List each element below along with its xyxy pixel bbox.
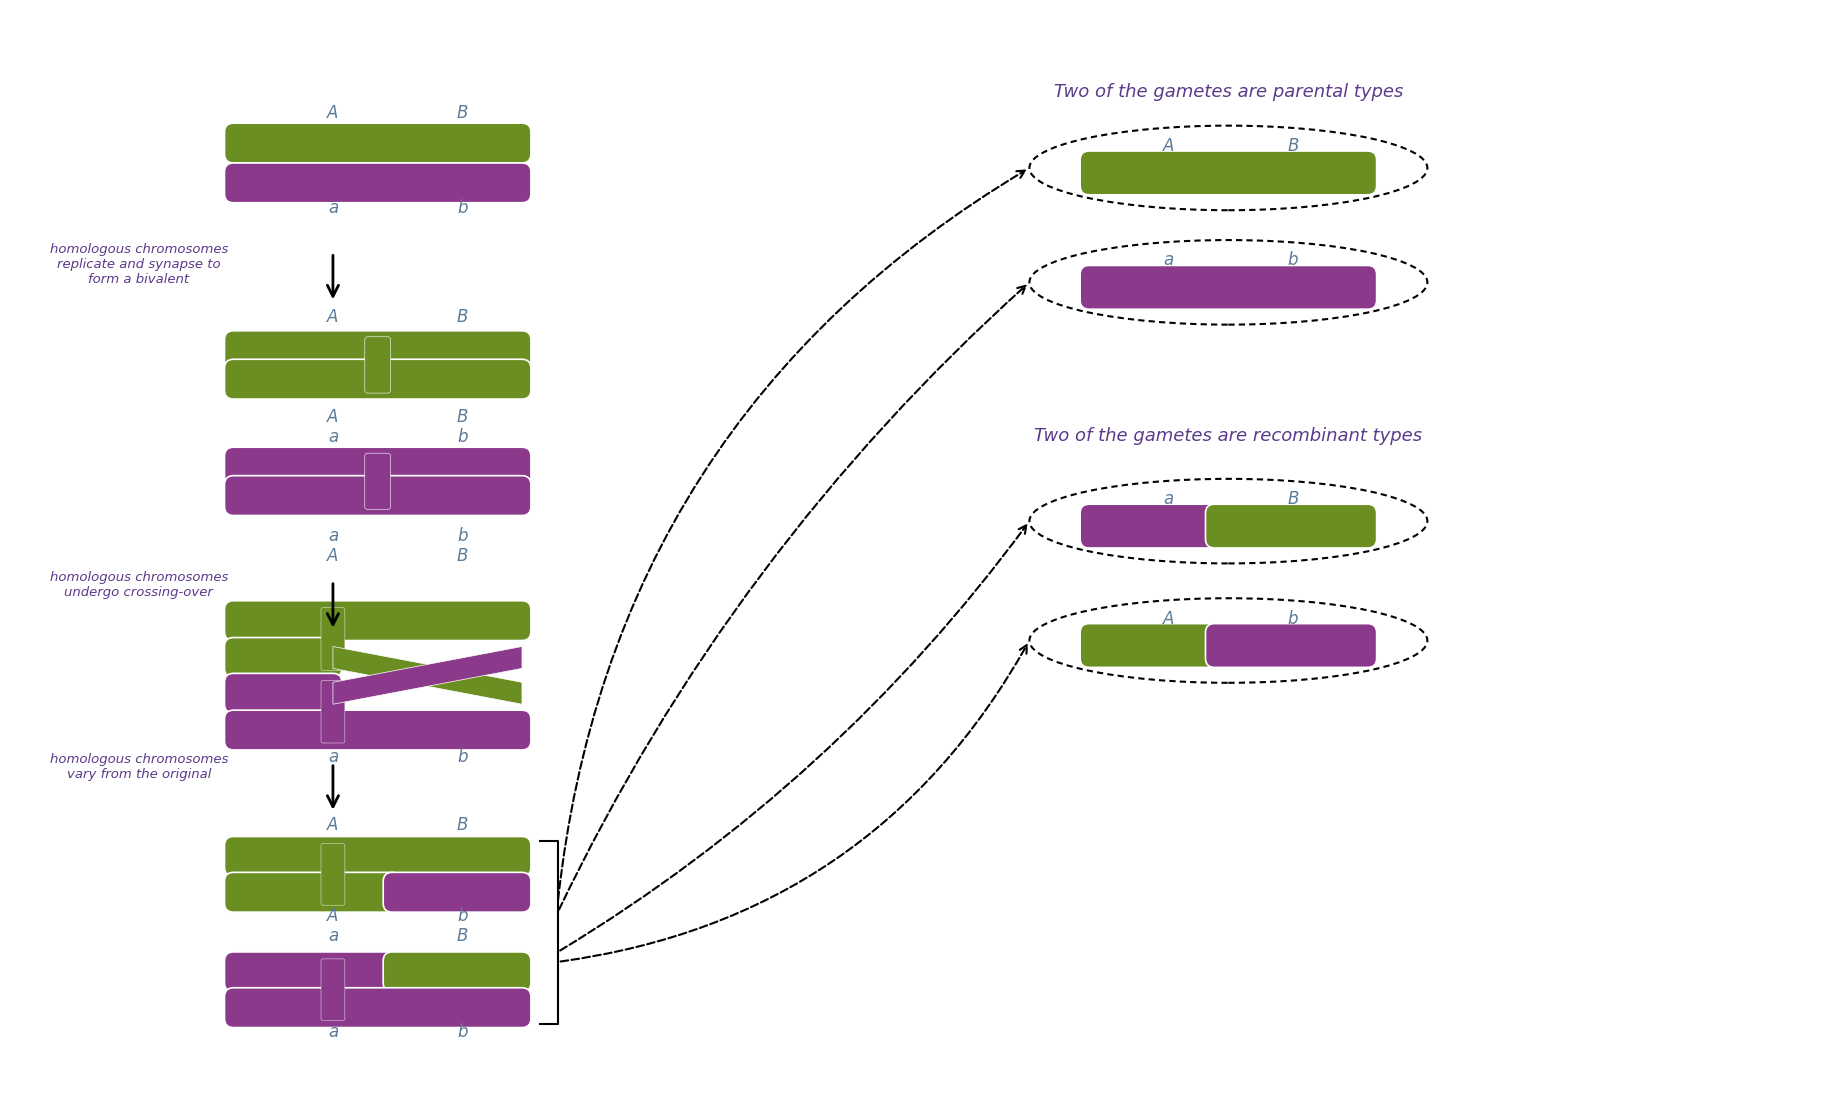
FancyBboxPatch shape — [321, 844, 344, 905]
FancyBboxPatch shape — [224, 331, 530, 370]
FancyBboxPatch shape — [1206, 504, 1377, 548]
FancyBboxPatch shape — [1080, 151, 1377, 195]
FancyBboxPatch shape — [224, 476, 530, 515]
FancyBboxPatch shape — [224, 987, 530, 1028]
Text: b: b — [1288, 609, 1299, 628]
Text: B: B — [457, 408, 468, 425]
FancyBboxPatch shape — [224, 872, 401, 912]
Text: a: a — [328, 427, 339, 446]
FancyBboxPatch shape — [1080, 624, 1223, 667]
Text: b: b — [457, 427, 468, 446]
Text: A: A — [328, 308, 339, 327]
Polygon shape — [333, 647, 521, 705]
FancyBboxPatch shape — [224, 163, 530, 203]
Text: B: B — [457, 104, 468, 123]
Text: B: B — [457, 547, 468, 564]
Text: B: B — [457, 308, 468, 327]
Text: A: A — [328, 547, 339, 564]
Text: B: B — [1288, 137, 1299, 155]
FancyBboxPatch shape — [224, 673, 343, 713]
Text: a: a — [328, 1023, 339, 1040]
Text: a: a — [328, 198, 339, 217]
FancyBboxPatch shape — [364, 453, 390, 510]
Text: a: a — [328, 927, 339, 945]
Text: a: a — [328, 527, 339, 545]
Text: A: A — [328, 104, 339, 123]
FancyBboxPatch shape — [383, 872, 530, 912]
Text: homologous chromosomes
replicate and synapse to
form a bivalent: homologous chromosomes replicate and syn… — [49, 242, 228, 286]
Text: b: b — [457, 1023, 468, 1040]
FancyBboxPatch shape — [224, 359, 530, 399]
FancyBboxPatch shape — [1080, 504, 1223, 548]
Text: A: A — [328, 815, 339, 834]
FancyBboxPatch shape — [224, 123, 530, 163]
FancyBboxPatch shape — [1206, 624, 1377, 667]
Text: Two of the gametes are recombinant types: Two of the gametes are recombinant types — [1035, 426, 1423, 445]
Text: Two of the gametes are parental types: Two of the gametes are parental types — [1053, 83, 1403, 101]
Text: A: A — [1162, 609, 1175, 628]
Text: homologous chromosomes
vary from the original: homologous chromosomes vary from the ori… — [49, 753, 228, 781]
FancyBboxPatch shape — [224, 836, 530, 877]
Text: a: a — [1164, 490, 1173, 509]
Polygon shape — [333, 647, 521, 705]
Text: B: B — [457, 927, 468, 945]
FancyBboxPatch shape — [224, 447, 530, 487]
Text: B: B — [1288, 490, 1299, 509]
Text: b: b — [457, 907, 468, 925]
Text: A: A — [328, 907, 339, 925]
FancyBboxPatch shape — [321, 607, 344, 671]
Text: b: b — [457, 747, 468, 766]
FancyBboxPatch shape — [364, 336, 390, 393]
Text: homologous chromosomes
undergo crossing-over: homologous chromosomes undergo crossing-… — [49, 571, 228, 598]
Text: b: b — [457, 198, 468, 217]
FancyBboxPatch shape — [321, 959, 344, 1020]
FancyBboxPatch shape — [383, 952, 530, 992]
FancyBboxPatch shape — [224, 601, 530, 640]
Text: b: b — [1288, 251, 1299, 270]
Text: A: A — [328, 408, 339, 425]
Text: B: B — [457, 815, 468, 834]
FancyBboxPatch shape — [224, 710, 530, 750]
Text: A: A — [1162, 137, 1175, 155]
FancyBboxPatch shape — [1080, 265, 1377, 309]
Text: b: b — [457, 527, 468, 545]
FancyBboxPatch shape — [224, 952, 401, 992]
FancyBboxPatch shape — [321, 681, 344, 743]
Text: a: a — [1164, 251, 1173, 270]
Text: a: a — [328, 747, 339, 766]
FancyBboxPatch shape — [224, 638, 343, 677]
